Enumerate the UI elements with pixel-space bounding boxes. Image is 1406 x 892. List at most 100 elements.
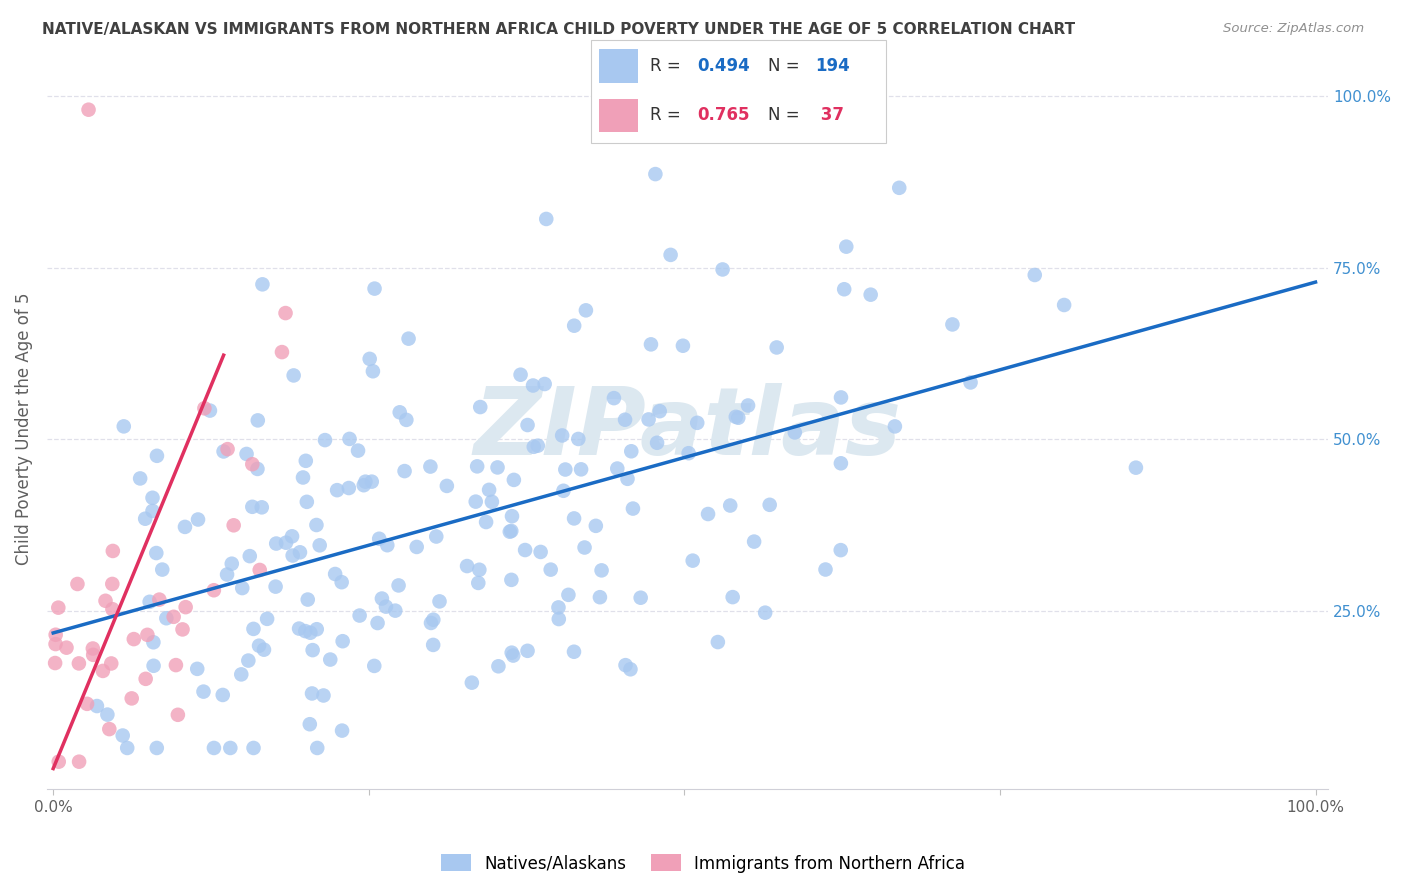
Point <box>240 500 263 514</box>
Point <box>115 741 138 756</box>
Point <box>603 391 626 405</box>
Point <box>187 512 209 526</box>
Point <box>367 615 389 630</box>
Point <box>238 654 260 668</box>
Point <box>349 608 371 623</box>
Point <box>314 433 336 447</box>
Point <box>501 524 523 538</box>
Point <box>235 447 257 461</box>
Point <box>297 592 319 607</box>
Point <box>305 622 328 636</box>
Point <box>672 339 695 353</box>
Point <box>294 624 316 639</box>
Point <box>288 545 311 559</box>
Point <box>246 413 269 427</box>
Point <box>889 181 911 195</box>
Point <box>299 625 322 640</box>
Text: 0.765: 0.765 <box>697 106 749 124</box>
Point <box>76 697 98 711</box>
Point <box>163 609 186 624</box>
Point <box>186 662 208 676</box>
Point <box>619 662 641 676</box>
Point <box>371 591 394 606</box>
Point <box>249 563 271 577</box>
Point <box>129 471 152 485</box>
Point <box>174 520 197 534</box>
Point <box>523 440 546 454</box>
Point <box>502 648 524 663</box>
Point <box>339 432 361 446</box>
Point <box>575 303 598 318</box>
Point <box>165 658 187 673</box>
Point <box>959 376 981 390</box>
Point <box>121 691 143 706</box>
Point <box>141 491 163 505</box>
Point <box>219 741 242 756</box>
Point <box>630 591 652 605</box>
Point <box>398 332 420 346</box>
Point <box>758 498 780 512</box>
Text: N =: N = <box>768 106 804 124</box>
Point <box>420 615 443 630</box>
Point <box>547 600 569 615</box>
Point <box>686 416 709 430</box>
Point <box>91 664 114 678</box>
Point <box>332 634 354 648</box>
Point <box>522 378 544 392</box>
Point <box>145 546 167 560</box>
Point <box>562 318 585 333</box>
Point <box>46 600 69 615</box>
Point <box>239 549 262 563</box>
Point <box>678 446 700 460</box>
Point <box>830 543 852 558</box>
Point <box>502 473 524 487</box>
Point <box>621 501 644 516</box>
Point <box>547 612 569 626</box>
Point <box>247 639 270 653</box>
Point <box>45 637 67 651</box>
Point <box>231 581 253 595</box>
Point <box>835 240 858 254</box>
Point <box>557 588 579 602</box>
Point <box>212 444 235 458</box>
Text: ZIPatlas: ZIPatlas <box>474 383 901 475</box>
Text: 0.494: 0.494 <box>697 57 749 75</box>
Point <box>516 644 538 658</box>
Point <box>467 576 489 591</box>
Point <box>174 600 197 615</box>
Point <box>585 519 607 533</box>
Point <box>294 454 316 468</box>
Point <box>501 573 523 587</box>
Point <box>112 419 135 434</box>
Point <box>425 529 447 543</box>
Point <box>478 483 501 497</box>
FancyBboxPatch shape <box>599 99 638 132</box>
Point <box>422 638 444 652</box>
Point <box>375 599 398 614</box>
Point <box>388 405 411 419</box>
Y-axis label: Child Poverty Under the Age of 5: Child Poverty Under the Age of 5 <box>15 293 32 565</box>
Point <box>217 442 239 457</box>
Point <box>242 622 264 636</box>
Point <box>101 602 124 616</box>
Point <box>640 337 662 351</box>
Point <box>470 400 492 414</box>
Point <box>429 594 451 608</box>
Point <box>274 535 297 549</box>
Point <box>591 563 613 577</box>
Point <box>859 287 882 301</box>
Text: N =: N = <box>768 57 804 75</box>
Point <box>697 507 720 521</box>
Point <box>499 524 522 539</box>
Point <box>142 658 165 673</box>
Point <box>172 623 194 637</box>
Point <box>135 672 157 686</box>
Point <box>167 707 190 722</box>
Point <box>659 248 682 262</box>
Point <box>86 699 108 714</box>
Point <box>360 475 382 489</box>
Point <box>754 606 776 620</box>
Point <box>246 462 269 476</box>
Point <box>142 635 165 649</box>
Point <box>1125 460 1147 475</box>
